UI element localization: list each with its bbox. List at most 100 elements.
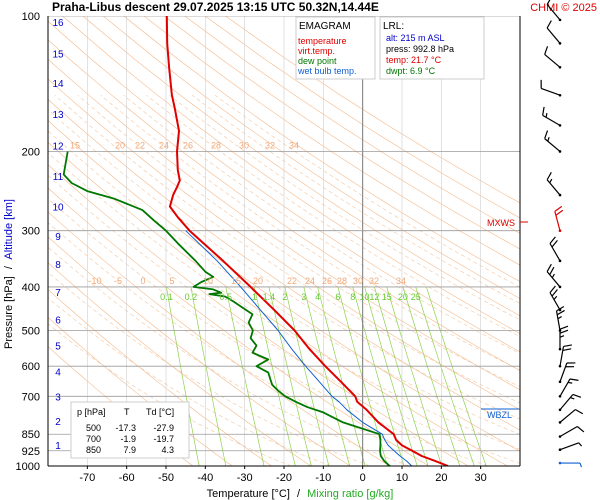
wind-barb-flag [544, 46, 549, 55]
wind-barb-dot [558, 435, 562, 438]
pressure-tick-label: 1000 [16, 461, 40, 473]
theta-e-label: 20 [115, 140, 125, 150]
wind-barb-flag [562, 348, 572, 352]
wind-barb [558, 426, 585, 438]
legend-title: EMAGRAM [299, 21, 351, 32]
wind-barb-staff [546, 4, 561, 21]
altitude-tick-label: 16 [52, 18, 64, 29]
wind-barb-flag [549, 236, 556, 244]
x-axis-title-mixing-ratio: Mixing ratio [g/kg] [307, 488, 393, 500]
mixing-ratio-label: 0.5 [220, 292, 233, 302]
x-axis-title: Temperature [°C] / Mixing ratio [g/kg] [207, 488, 394, 500]
theta-e-label: 26 [183, 140, 193, 150]
dry-adiabat-line [82, 16, 520, 317]
altitude-tick-label: 5 [55, 342, 61, 353]
x-tick-label: -60 [119, 472, 135, 484]
table-cell: 700 [86, 434, 101, 444]
x-tick-label: 10 [396, 472, 408, 484]
dry-adiabat-line [62, 16, 520, 334]
wind-barb-flag [546, 263, 552, 272]
mixing-ratio-label: 0.2 [185, 292, 198, 302]
wind-barb-staff [546, 271, 561, 288]
wind-barb-half-flag [570, 396, 575, 400]
wind-barb-dot [558, 394, 562, 398]
x-tick-label: 20 [435, 472, 447, 484]
table-cell: 4.3 [161, 445, 174, 455]
wind-barb [546, 172, 562, 197]
theta-e-label: 28 [211, 140, 221, 150]
x-tick-label: -30 [237, 472, 253, 484]
mixing-ratio-label: 4 [315, 292, 320, 302]
theta-e-label: 28 [337, 276, 347, 286]
lrl-temperature: temp: 21.7 °C [386, 55, 442, 65]
wind-barb-dot [558, 193, 562, 197]
wind-barb-half-flag [578, 442, 583, 447]
wind-barb [554, 205, 564, 233]
dry-adiabat-line [48, 78, 520, 411]
wind-barb-dot [558, 259, 562, 263]
x-tick-label: -40 [197, 472, 213, 484]
moist-adiabat-line [77, 94, 520, 388]
table-header-t: T [124, 407, 130, 417]
theta-e-label: 30 [353, 276, 363, 286]
dry-adiabat-line [48, 58, 520, 391]
wind-barb-flag [559, 329, 569, 334]
altitude-tick-label: 4 [55, 367, 61, 378]
legend-item-temperature: temperature [298, 36, 347, 46]
wind-barb-dot [558, 421, 562, 424]
mixing-ratio-label: 0.1 [160, 292, 173, 302]
moist-adiabat-line [54, 94, 520, 404]
wind-barb-staff [559, 346, 565, 367]
wind-barb-flag [546, 20, 552, 29]
wind-barb-half-flag [553, 295, 558, 300]
table-header-p: p [hPa] [77, 407, 106, 417]
moist-adiabat-line [48, 198, 489, 466]
theta-e-label: -10 [88, 276, 101, 286]
theta-e-label: 10 [203, 276, 213, 286]
wind-barb-staff [546, 27, 561, 44]
moist-adiabat-line [146, 94, 520, 337]
wind-barb-staff [559, 378, 571, 397]
moist-adiabat-line [48, 152, 520, 450]
altitude-tick-label: 13 [52, 110, 64, 121]
legend-box [295, 16, 376, 80]
wind-barb-staff [549, 243, 561, 262]
wind-barb-staff [546, 179, 561, 196]
pressure-tick-label: 925 [22, 446, 40, 458]
wind-barb-half-flag [549, 178, 553, 184]
wind-barb-dot [558, 364, 562, 368]
pressure-tick-label: 700 [22, 391, 40, 403]
wind-barb-dot [558, 229, 562, 233]
wind-barb [544, 130, 562, 153]
wind-barb-flag [549, 285, 556, 294]
altitude-tick-label: 15 [52, 49, 64, 60]
wind-barb-half-flag [579, 462, 583, 468]
altitude-tick-label: 3 [55, 393, 61, 404]
theta-e-label: 34 [396, 276, 406, 286]
altitude-tick-label: 11 [53, 172, 64, 183]
x-tick-label: 30 [475, 472, 487, 484]
wind-barb-dot [558, 380, 562, 384]
wind-barb-flag [551, 239, 558, 248]
wind-barb-dot [558, 124, 562, 127]
table-cell: 850 [86, 445, 101, 455]
x-axis-title-temperature: Temperature [°C] [207, 488, 290, 500]
mixing-ratio-label: 6 [335, 292, 340, 302]
moist-adiabat-line [48, 297, 331, 466]
x-tick-label: -50 [158, 472, 174, 484]
altitude-tick-label: 12 [52, 142, 64, 153]
wind-barb-flag [549, 266, 555, 275]
moist-adiabat-line [48, 222, 449, 466]
x-tick-label: -20 [276, 472, 292, 484]
altitude-tick-label: 14 [52, 79, 64, 90]
wind-barb-dot [558, 18, 562, 22]
wind-barbs [540, 0, 585, 468]
moist-adiabat-line [48, 246, 410, 466]
mixing-ratio-label: 8 [350, 292, 355, 302]
lrl-dewpoint: dwpt: 6.9 °C [386, 66, 436, 76]
wind-barb-flag [572, 393, 582, 398]
y-axis-title-altitude: Altitude [km] [3, 199, 15, 260]
x-tick-label: 0 [360, 472, 366, 484]
wind-barb [558, 442, 583, 452]
theta-e-label: 32 [265, 140, 275, 150]
